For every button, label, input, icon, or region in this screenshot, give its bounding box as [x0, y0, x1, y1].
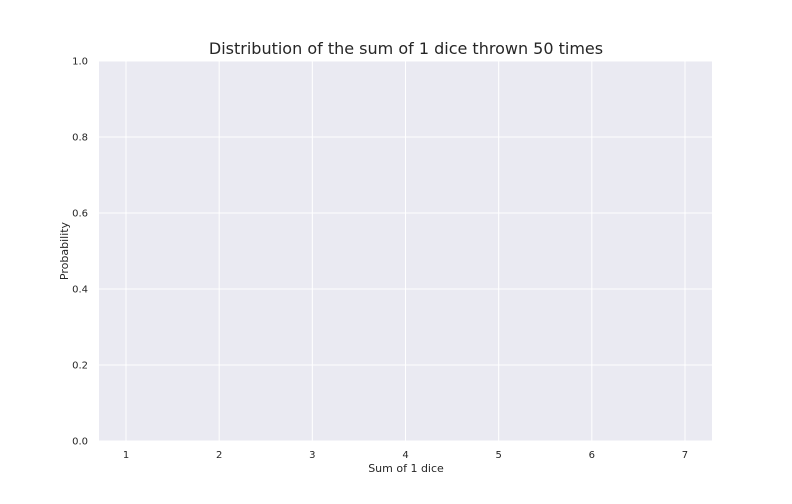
x-tick-label: 2: [216, 450, 222, 461]
chart-title: Distribution of the sum of 1 dice thrown…: [209, 39, 603, 58]
x-tick-label: 5: [495, 450, 501, 461]
x-tick-label: 3: [309, 450, 315, 461]
x-axis-label: Sum of 1 dice: [368, 462, 444, 475]
x-gridlines: [125, 61, 686, 441]
y-tick-label: 0.4: [72, 285, 88, 296]
x-tick-label: 7: [682, 450, 688, 461]
x-axis-ticks: 1 2 3 4 5 6 7: [123, 450, 688, 461]
y-tick-label: 0.2: [72, 361, 88, 372]
y-tick-label: 0.0: [72, 437, 88, 448]
y-gridlines: [99, 60, 712, 442]
x-tick-label: 6: [589, 450, 595, 461]
y-axis-ticks: 0.0 0.2 0.4 0.6 0.8 1.0: [72, 57, 88, 448]
y-tick-label: 1.0: [72, 57, 88, 68]
y-tick-label: 0.6: [72, 209, 88, 220]
x-tick-label: 1: [123, 450, 129, 461]
x-tick-label: 4: [402, 450, 408, 461]
y-tick-label: 0.8: [72, 133, 88, 144]
y-axis-label: Probability: [58, 221, 71, 280]
